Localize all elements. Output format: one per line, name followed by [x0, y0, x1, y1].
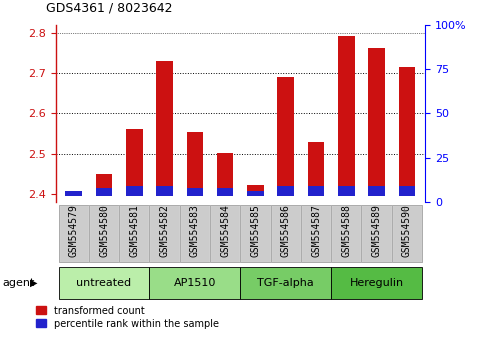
Bar	[392, 205, 422, 262]
Bar	[186, 132, 203, 196]
Bar	[270, 205, 301, 262]
Text: GSM554588: GSM554588	[341, 204, 351, 257]
Bar	[126, 187, 142, 196]
Text: untreated: untreated	[76, 278, 131, 288]
Bar	[119, 205, 149, 262]
Bar	[58, 205, 89, 262]
Text: GSM554589: GSM554589	[371, 204, 382, 257]
Bar	[361, 205, 392, 262]
Text: GDS4361 / 8023642: GDS4361 / 8023642	[46, 1, 172, 14]
Bar	[398, 67, 415, 196]
Bar	[392, 205, 422, 262]
Bar	[180, 205, 210, 262]
Bar	[331, 205, 361, 262]
Bar	[270, 205, 301, 262]
Bar	[277, 77, 294, 196]
Bar	[398, 186, 415, 196]
Bar	[65, 190, 82, 196]
Bar	[247, 185, 264, 196]
Bar	[331, 267, 422, 299]
Bar	[210, 205, 241, 262]
Text: AP1510: AP1510	[174, 278, 216, 288]
Bar	[241, 205, 270, 262]
Bar	[96, 188, 113, 196]
Bar	[331, 205, 361, 262]
Bar	[58, 205, 89, 262]
Text: GSM554584: GSM554584	[220, 204, 230, 257]
Text: GSM554583: GSM554583	[190, 204, 200, 257]
Legend: transformed count, percentile rank within the sample: transformed count, percentile rank withi…	[36, 306, 219, 329]
Bar	[180, 205, 210, 262]
Bar	[368, 187, 385, 196]
Bar	[89, 205, 119, 262]
Bar	[58, 267, 149, 299]
Bar	[301, 205, 331, 262]
Bar	[301, 205, 331, 262]
Text: Heregulin: Heregulin	[350, 278, 404, 288]
Bar	[210, 205, 241, 262]
Bar	[217, 153, 233, 196]
Bar	[308, 142, 325, 196]
Bar	[338, 36, 355, 196]
Bar	[186, 188, 203, 196]
Text: GSM554579: GSM554579	[69, 204, 79, 257]
Text: ▶: ▶	[30, 278, 38, 288]
Bar	[338, 186, 355, 196]
Text: GSM554582: GSM554582	[159, 204, 170, 257]
Bar	[126, 129, 142, 196]
Text: GSM554585: GSM554585	[251, 204, 260, 257]
Bar	[149, 205, 180, 262]
Bar	[217, 188, 233, 196]
Bar	[156, 186, 173, 196]
Bar	[241, 267, 331, 299]
Bar	[368, 48, 385, 196]
Bar	[65, 193, 82, 196]
Bar	[247, 190, 264, 196]
Bar	[119, 205, 149, 262]
Bar	[277, 187, 294, 196]
Text: GSM554581: GSM554581	[129, 204, 139, 257]
Bar	[361, 205, 392, 262]
Bar	[156, 61, 173, 196]
Text: TGF-alpha: TGF-alpha	[257, 278, 314, 288]
Text: GSM554580: GSM554580	[99, 204, 109, 257]
Bar	[96, 175, 113, 196]
Bar	[149, 267, 241, 299]
Text: agent: agent	[2, 278, 35, 288]
Bar	[308, 186, 325, 196]
Bar	[149, 205, 180, 262]
Bar	[241, 205, 270, 262]
Bar	[89, 205, 119, 262]
Text: GSM554590: GSM554590	[402, 204, 412, 257]
Text: GSM554586: GSM554586	[281, 204, 291, 257]
Text: GSM554587: GSM554587	[311, 204, 321, 257]
